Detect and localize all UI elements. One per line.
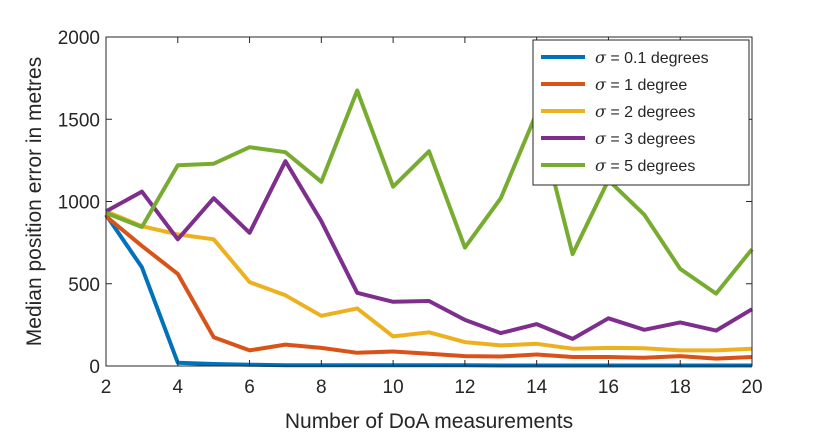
legend-label-text: = 3 degrees xyxy=(606,131,695,148)
legend-sigma-symbol: σ xyxy=(595,129,607,148)
y-tick-label: 1000 xyxy=(58,193,100,214)
legend-sigma-symbol: σ xyxy=(595,75,607,94)
legend-label-text: = 1 degree xyxy=(606,77,688,94)
legend-label-text: = 0.1 degrees xyxy=(606,50,709,67)
series-line-1 xyxy=(104,214,753,361)
series-line-2 xyxy=(105,209,753,353)
series-line-4 xyxy=(105,88,754,296)
legend-sigma-symbol: σ xyxy=(595,102,607,121)
x-tick-label: 10 xyxy=(383,377,404,398)
series-line-3 xyxy=(105,159,754,341)
legend-label-text: = 2 degrees xyxy=(606,104,695,121)
x-tick-label: 2 xyxy=(101,377,112,398)
x-tick-label: 14 xyxy=(526,377,548,398)
y-tick-label: 1500 xyxy=(58,110,100,131)
legend-sigma-symbol: σ xyxy=(595,48,607,67)
ticks-layer: 2 4 6 8 10 12 14 16 18 20 0 500 1000 1500 2000 xyxy=(58,28,763,398)
legend-label-text: = 5 degrees xyxy=(606,158,695,175)
x-axis-label: Number of DoA measurements xyxy=(285,410,573,433)
legend-label: σ = 5 degrees xyxy=(595,156,695,175)
y-tick-label: 0 xyxy=(89,357,100,378)
x-tick-label: 6 xyxy=(244,377,255,398)
legend-sigma-symbol: σ xyxy=(595,156,607,175)
y-tick-label: 2000 xyxy=(58,28,100,49)
legend-item: σ = 2 degrees xyxy=(541,102,695,121)
x-tick-label: 4 xyxy=(172,377,183,398)
legend-item: σ = 5 degrees xyxy=(541,156,695,175)
x-tick-label: 20 xyxy=(741,377,762,398)
legend-item: σ = 0.1 degrees xyxy=(541,48,709,67)
legend-label: σ = 3 degrees xyxy=(595,129,695,148)
x-tick-label: 8 xyxy=(316,377,327,398)
legend-label: σ = 0.1 degrees xyxy=(595,48,709,67)
y-tick-label: 500 xyxy=(68,275,100,296)
legend-label: σ = 2 degrees xyxy=(595,102,695,121)
y-axis-label: Median position error in metres xyxy=(23,57,46,346)
x-tick-label: 16 xyxy=(598,377,619,398)
legend-label: σ = 1 degree xyxy=(595,75,687,94)
x-tick-label: 18 xyxy=(670,377,691,398)
legend-item: σ = 3 degrees xyxy=(541,129,695,148)
x-tick-label: 12 xyxy=(454,377,475,398)
legend-item: σ = 1 degree xyxy=(541,75,687,94)
